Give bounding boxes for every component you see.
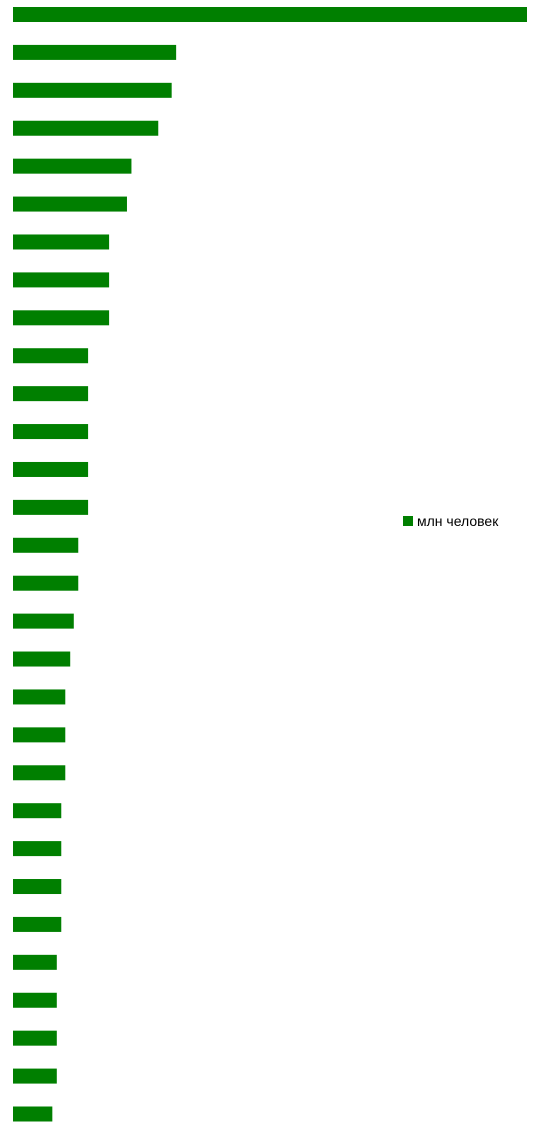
bar — [13, 803, 62, 819]
bar — [13, 879, 62, 895]
bar — [13, 158, 132, 174]
bar — [13, 7, 527, 22]
bar — [13, 82, 172, 98]
bar — [13, 727, 66, 743]
bar — [13, 234, 110, 250]
bar — [13, 954, 57, 970]
bar — [13, 992, 57, 1008]
bar — [13, 575, 79, 591]
legend: млн человек — [403, 513, 498, 529]
bar — [13, 651, 71, 667]
bar — [13, 348, 89, 364]
bar — [13, 613, 74, 629]
bar — [13, 1068, 57, 1084]
bar — [13, 386, 89, 402]
bar — [13, 916, 62, 932]
bar — [13, 310, 110, 326]
legend-label: млн человек — [417, 513, 499, 529]
bar — [13, 1030, 57, 1046]
bar — [13, 196, 127, 212]
bar — [13, 537, 79, 553]
bar — [13, 689, 66, 705]
bar — [13, 120, 159, 136]
bar — [13, 499, 89, 515]
bar — [13, 272, 110, 288]
bar — [13, 841, 62, 857]
bar — [13, 1106, 53, 1122]
bar — [13, 461, 89, 477]
bar — [13, 44, 177, 60]
legend-swatch — [403, 516, 413, 526]
bar — [13, 765, 66, 781]
bar — [13, 424, 89, 440]
